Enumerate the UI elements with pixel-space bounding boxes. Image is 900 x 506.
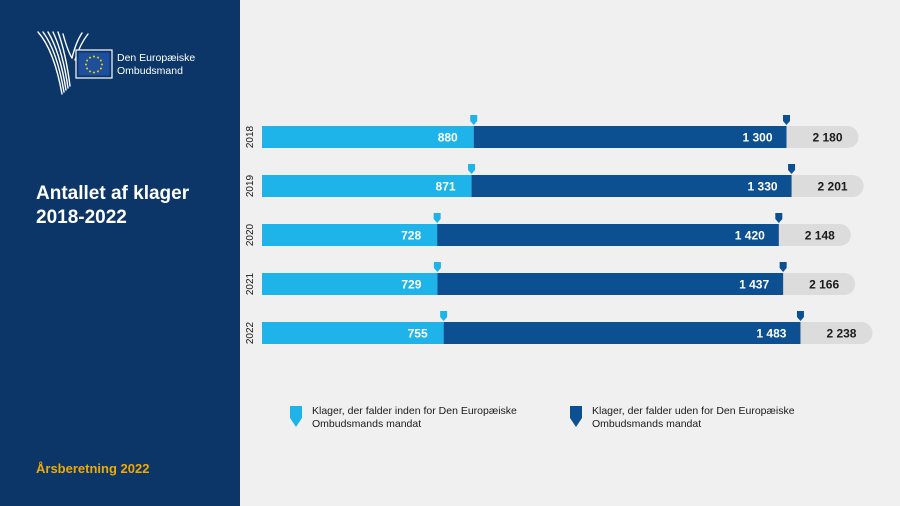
ombudsman-logo (37, 31, 113, 95)
marker-inside-icon (468, 164, 476, 174)
bar-inside-mandate (262, 175, 472, 197)
legend-outside-line-2: Ombudsmands mandat (592, 418, 702, 430)
year-tick-label: 2020 (245, 223, 256, 246)
legend-label-inside: Klager, der falder inden for Den Europæi… (312, 405, 552, 431)
bar-value-inside: 729 (401, 278, 421, 292)
bar-outside-mandate (443, 322, 801, 344)
bar-value-inside: 728 (401, 229, 421, 243)
bar-value-outside: 1 300 (742, 131, 772, 145)
page-title: Antallet af klager 2018-2022 (36, 182, 236, 230)
bar-value-inside: 755 (408, 327, 428, 341)
bar-value-outside: 1 483 (756, 327, 786, 341)
marker-outside-icon (788, 164, 796, 174)
title-line-2: 2018-2022 (36, 207, 127, 228)
bar-inside-mandate (262, 224, 438, 246)
legend-marker-outside-icon (570, 406, 582, 427)
bar-inside-mandate (262, 273, 438, 295)
marker-outside-icon (775, 213, 783, 223)
bar-outside-mandate (473, 126, 787, 148)
bar-outside-mandate (471, 175, 792, 197)
legend-label-outside: Klager, der falder uden for Den Europæis… (592, 405, 832, 431)
bar-total-label: 2 180 (813, 131, 843, 145)
legend-inside-line-2: Ombudsmands mandat (312, 418, 422, 430)
logo-wordmark: Den Europæiske Ombudsmand (117, 52, 227, 78)
bar-value-outside: 1 330 (748, 180, 778, 194)
bar-value-inside: 871 (436, 180, 456, 194)
bar-outside-mandate (437, 273, 784, 295)
marker-outside-icon (783, 115, 791, 125)
report-label: Årsberetning 2022 (36, 461, 150, 476)
year-tick-label: 2019 (245, 174, 256, 197)
year-tick-label: 2022 (245, 321, 256, 344)
bar-outside-mandate (437, 224, 779, 246)
title-line-1: Antallet af klager (36, 183, 190, 204)
marker-inside-icon (470, 115, 478, 125)
legend-marker-inside-icon (290, 406, 302, 427)
logo-line-1: Den Europæiske (117, 52, 196, 64)
bar-inside-mandate (262, 126, 474, 148)
bar-inside-mandate (262, 322, 444, 344)
logo-line-2: Ombudsmand (117, 65, 183, 77)
bar-value-outside: 1 420 (735, 229, 765, 243)
marker-inside-icon (433, 213, 441, 223)
year-tick-label: 2018 (245, 125, 256, 148)
bar-total-label: 2 238 (826, 327, 856, 341)
bar-value-outside: 1 437 (739, 278, 769, 292)
sidebar-panel: Den Europæiske Ombudsmand Antallet af kl… (0, 0, 240, 506)
year-tick-label: 2021 (245, 272, 256, 295)
bar-total-label: 2 201 (818, 180, 848, 194)
marker-inside-icon (433, 262, 441, 272)
bar-value-inside: 880 (438, 131, 458, 145)
legend-inside-line-1: Klager, der falder inden for Den Europæi… (312, 405, 517, 417)
stacked-bar-chart: 880 1 300 2 180 2018 871 1 330 2 201 2019 728 1 4… (245, 115, 873, 344)
marker-outside-icon (779, 262, 787, 272)
legend-outside-line-1: Klager, der falder uden for Den Europæis… (592, 405, 795, 417)
marker-inside-icon (440, 311, 448, 321)
bar-total-label: 2 166 (809, 278, 839, 292)
marker-outside-icon (796, 311, 804, 321)
bar-total-label: 2 148 (805, 229, 835, 243)
